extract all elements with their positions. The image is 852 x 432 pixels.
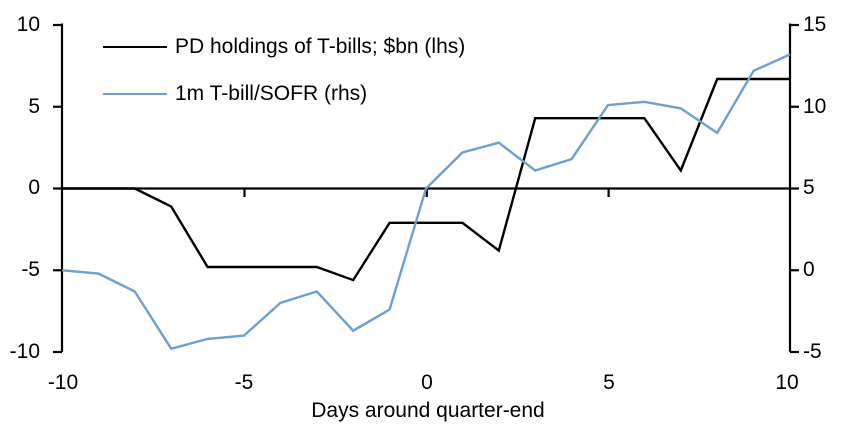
legend-line-sample-0: [103, 45, 167, 49]
legend-label-pd-holdings: PD holdings of T-bills; $bn (lhs): [175, 35, 466, 58]
legend-line-sample-1: [103, 92, 167, 96]
x-tick-10: 10: [775, 371, 799, 394]
y-right-tick-0: 0: [803, 258, 815, 281]
x-tick-m10: -10: [47, 371, 79, 394]
left-axis-ticks: [53, 23, 62, 354]
y-right-tick-15: 15: [803, 13, 827, 36]
x-tick-0: 0: [421, 371, 433, 394]
right-axis-ticks: [790, 23, 799, 354]
y-right-tick-5: 5: [803, 176, 815, 199]
y-left-tick-10: 10: [16, 13, 40, 36]
y-left-tick-5: 5: [28, 95, 40, 118]
y-right-tick-10: 10: [803, 95, 827, 118]
legend-item-tbill-sofr: 1m T-bill/SOFR (rhs): [103, 82, 367, 106]
legend-item-pd-holdings: PD holdings of T-bills; $bn (lhs): [103, 35, 465, 59]
series-line-1: [61, 53, 791, 351]
y-right-tick-m5: -5: [803, 340, 822, 363]
x-axis-title: Days around quarter-end: [311, 399, 545, 422]
y-left-tick-0: 0: [28, 176, 40, 199]
x-tick-m5: -5: [234, 371, 254, 394]
legend-label-tbill-sofr: 1m T-bill/SOFR (rhs): [175, 82, 368, 105]
y-left-tick-m5: -5: [21, 258, 40, 281]
series-line-0: [62, 77, 790, 282]
y-left-tick-m10: -10: [9, 340, 40, 363]
x-tick-5: 5: [603, 371, 615, 394]
